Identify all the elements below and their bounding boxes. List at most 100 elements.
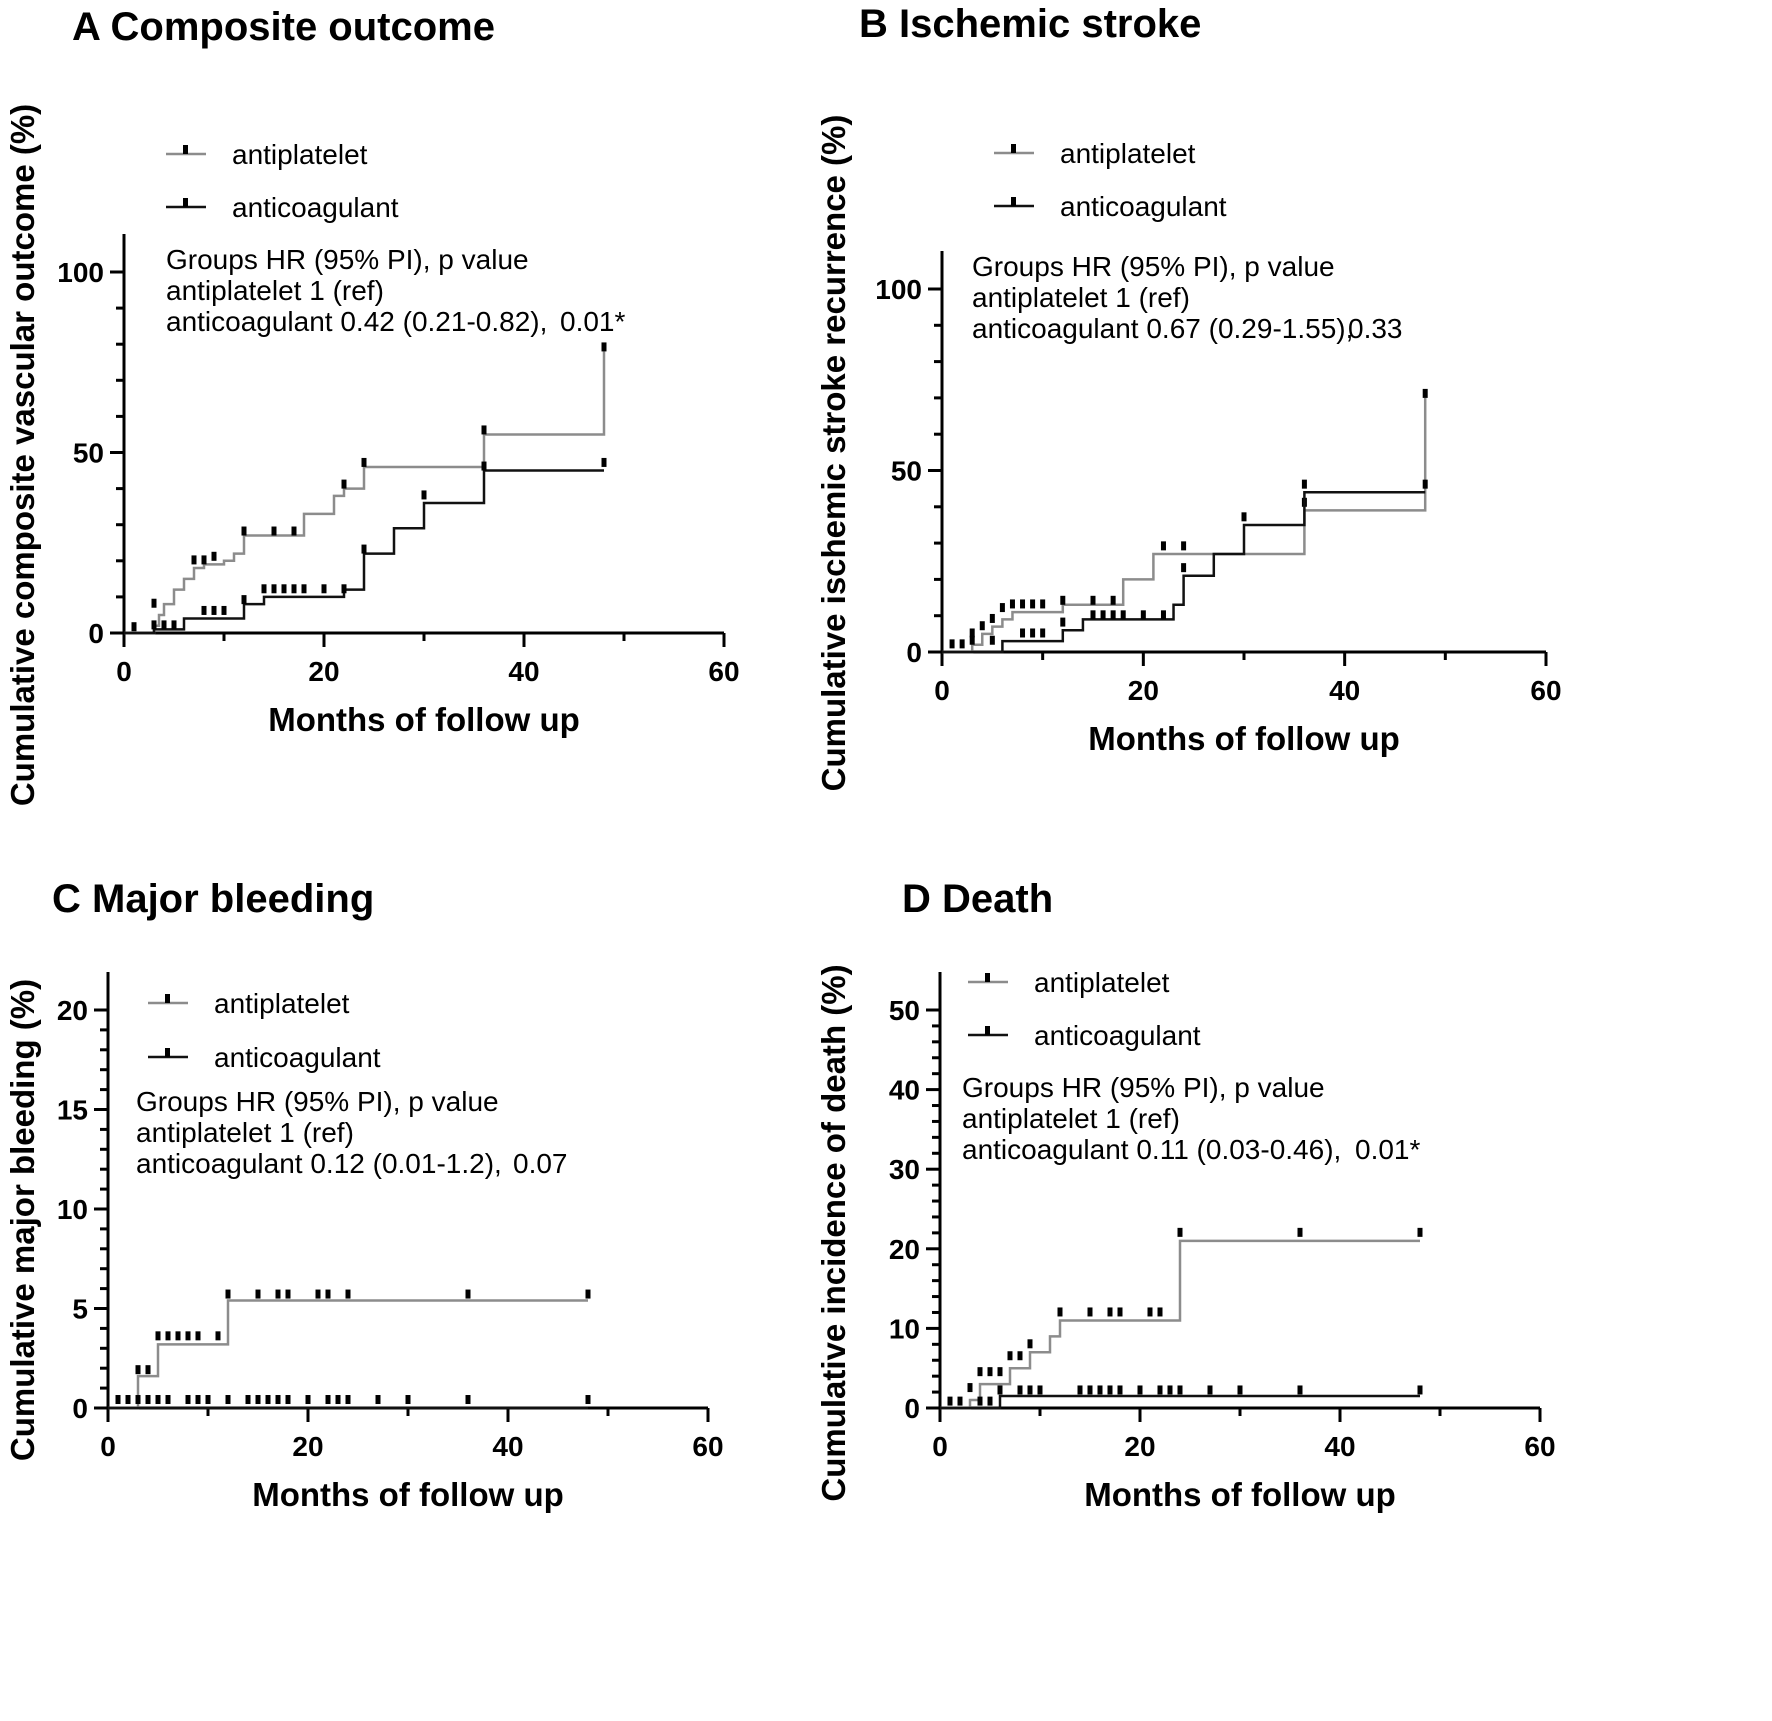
censor-mark-antiplatelet xyxy=(145,1365,151,1375)
censor-mark-antiplatelet xyxy=(1422,388,1428,398)
censor-mark-anticoagulant xyxy=(335,1395,341,1405)
censor-mark-anticoagulant xyxy=(201,605,207,615)
censor-mark-anticoagulant xyxy=(305,1395,311,1405)
y-tick-label: 30 xyxy=(889,1154,920,1185)
censor-mark-anticoagulant xyxy=(261,584,267,594)
chart-svg: B Ischemic stroke Cumulative ischemic str… xyxy=(815,2,1562,791)
censor-mark-antiplatelet xyxy=(979,621,985,631)
censor-mark-antiplatelet xyxy=(1157,1307,1163,1317)
censor-mark-antiplatelet xyxy=(967,1383,973,1393)
chart-svg: D Death Cumulative incidence of death (%)… xyxy=(815,877,1556,1513)
censor-mark-anticoagulant xyxy=(987,1396,993,1406)
censor-mark-anticoagulant xyxy=(1117,1385,1123,1395)
censor-mark-anticoagulant xyxy=(1301,479,1307,489)
censor-mark-antiplatelet xyxy=(1007,1351,1013,1361)
censor-mark-anticoagulant xyxy=(1107,1385,1113,1395)
hr-annotation-header: Groups HR (95% PI), p value xyxy=(166,244,529,275)
censor-mark-antiplatelet xyxy=(325,1289,331,1299)
censor-mark-antiplatelet xyxy=(225,1289,231,1299)
censor-mark-antiplatelet xyxy=(1117,1307,1123,1317)
chart-svg: C Major bleeding Cumulative major bleedin… xyxy=(4,877,724,1513)
censor-mark-antiplatelet xyxy=(191,555,197,565)
y-axis-label: Cumulative composite vascular outcome (%… xyxy=(4,104,41,806)
censor-mark-anticoagulant xyxy=(171,620,177,630)
x-axis-label: Months of follow up xyxy=(1088,720,1400,757)
censor-mark-antiplatelet xyxy=(341,479,347,489)
censor-mark-antiplatelet xyxy=(1107,1307,1113,1317)
censor-mark-anticoagulant xyxy=(245,1395,251,1405)
censor-mark-anticoagulant xyxy=(1090,610,1096,620)
series-line-antiplatelet xyxy=(108,1299,588,1410)
legend-marker-antiplatelet xyxy=(1011,144,1016,153)
censor-mark-anticoagulant xyxy=(325,1395,331,1405)
legend-label-anticoagulant: anticoagulant xyxy=(1034,1020,1201,1051)
y-tick-label: 5 xyxy=(72,1294,88,1325)
censor-mark-antiplatelet xyxy=(131,622,137,632)
censor-mark-anticoagulant xyxy=(271,584,277,594)
censor-mark-antiplatelet xyxy=(285,1289,291,1299)
censor-mark-anticoagulant xyxy=(465,1395,471,1405)
hr-annotation-p-value: 0.01* xyxy=(1355,1134,1420,1165)
censor-mark-anticoagulant xyxy=(1060,617,1066,627)
censor-mark-anticoagulant xyxy=(1120,610,1126,620)
censor-mark-anticoagulant xyxy=(1157,1385,1163,1395)
y-tick-label: 0 xyxy=(906,637,922,668)
y-tick-label: 50 xyxy=(73,438,104,469)
censor-mark-anticoagulant xyxy=(405,1395,411,1405)
hr-annotation-row: anticoagulant 0.12 (0.01-1.2), xyxy=(136,1148,502,1179)
censor-mark-anticoagulant xyxy=(321,584,327,594)
censor-mark-anticoagulant xyxy=(155,1395,161,1405)
legend-label-anticoagulant: anticoagulant xyxy=(232,192,399,223)
censor-mark-anticoagulant xyxy=(1160,610,1166,620)
censor-mark-antiplatelet xyxy=(989,613,995,623)
censor-mark-anticoagulant xyxy=(341,584,347,594)
censor-mark-anticoagulant xyxy=(161,620,167,630)
censor-mark-antiplatelet xyxy=(291,526,297,536)
hr-annotation-p-value: 0.01* xyxy=(560,306,625,337)
legend-marker-anticoagulant xyxy=(183,198,188,207)
censor-mark-anticoagulant xyxy=(1110,610,1116,620)
censor-mark-anticoagulant xyxy=(285,1395,291,1405)
censor-mark-antiplatelet xyxy=(1040,599,1046,609)
censor-mark-antiplatelet xyxy=(1160,541,1166,551)
censor-mark-anticoagulant xyxy=(959,639,965,649)
panel-title: D Death xyxy=(902,877,1053,921)
censor-mark-anticoagulant xyxy=(1087,1385,1093,1395)
legend-label-antiplatelet: antiplatelet xyxy=(1060,138,1196,169)
censor-mark-anticoagulant xyxy=(1177,1385,1183,1395)
panel-title: A Composite outcome xyxy=(72,5,495,49)
panel-title: B Ischemic stroke xyxy=(859,2,1201,46)
x-tick-label: 0 xyxy=(934,675,950,706)
censor-mark-anticoagulant xyxy=(601,457,607,467)
censor-mark-anticoagulant xyxy=(241,595,247,605)
legend-label-antiplatelet: antiplatelet xyxy=(1034,967,1170,998)
censor-mark-anticoagulant xyxy=(1167,1385,1173,1395)
censor-mark-antiplatelet xyxy=(1017,1351,1023,1361)
x-tick-label: 40 xyxy=(1324,1431,1355,1462)
censor-mark-anticoagulant xyxy=(361,544,367,554)
y-tick-label: 100 xyxy=(57,257,104,288)
legend-label-antiplatelet: antiplatelet xyxy=(214,988,350,1019)
censor-mark-antiplatelet xyxy=(1087,1307,1093,1317)
censor-mark-antiplatelet xyxy=(1110,595,1116,605)
censor-mark-antiplatelet xyxy=(999,603,1005,613)
x-axis-label: Months of follow up xyxy=(252,1476,564,1513)
censor-mark-anticoagulant xyxy=(255,1395,261,1405)
censor-mark-anticoagulant xyxy=(1207,1385,1213,1395)
censor-mark-antiplatelet xyxy=(345,1289,351,1299)
censor-mark-antiplatelet xyxy=(1297,1227,1303,1237)
censor-mark-antiplatelet xyxy=(115,1395,121,1405)
censor-mark-antiplatelet xyxy=(155,1331,161,1341)
censor-mark-antiplatelet xyxy=(215,1331,221,1341)
censor-mark-antiplatelet xyxy=(165,1331,171,1341)
censor-mark-antiplatelet xyxy=(211,551,217,561)
censor-mark-anticoagulant xyxy=(145,1395,151,1405)
censor-mark-anticoagulant xyxy=(481,461,487,471)
censor-mark-anticoagulant xyxy=(1100,610,1106,620)
censor-mark-anticoagulant xyxy=(275,1395,281,1405)
censor-mark-anticoagulant xyxy=(135,1395,141,1405)
hr-annotation-ref: antiplatelet 1 (ref) xyxy=(136,1117,354,1148)
censor-mark-antiplatelet xyxy=(947,1396,953,1406)
censor-mark-antiplatelet xyxy=(361,457,367,467)
censor-mark-anticoagulant xyxy=(1077,1385,1083,1395)
